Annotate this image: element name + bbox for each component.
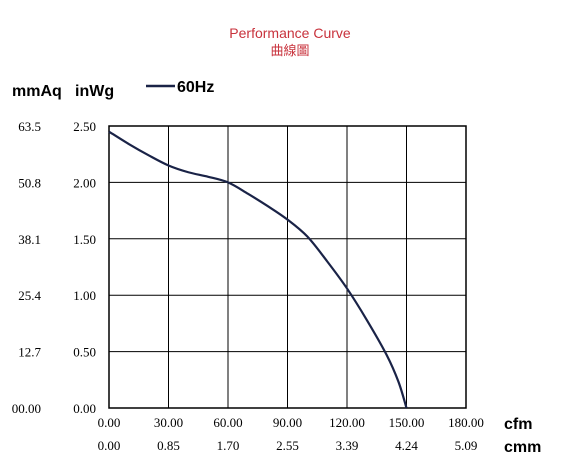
y-tick-label: 2.00 xyxy=(73,175,96,190)
x-tick-label: 60.00 xyxy=(213,415,242,430)
x-unit-secondary: cmm xyxy=(504,439,541,456)
x-tick-label-secondary: 5.09 xyxy=(455,438,478,453)
y-unit-left: mmAq xyxy=(12,83,62,100)
chart-subtitle: 曲線圖 xyxy=(270,43,309,58)
tick-labels: 0.00 30.00 60.00 90.00 120.00 150.00 180.00 0.0… xyxy=(12,119,484,453)
chart-title: Performance Curve xyxy=(229,25,351,41)
x-tick-label: 150.00 xyxy=(389,415,425,430)
y-tick-label-secondary: 50.8 xyxy=(18,175,41,190)
y-tick-label: 1.00 xyxy=(73,288,96,303)
y-tick-label-secondary: 12.7 xyxy=(18,345,41,360)
x-tick-label-secondary: 4.24 xyxy=(395,438,418,453)
x-tick-label: 120.00 xyxy=(329,415,365,430)
y-tick-label-secondary: 25.4 xyxy=(18,288,41,303)
x-tick-label-secondary: 0.85 xyxy=(157,438,180,453)
y-tick-label: 1.50 xyxy=(73,232,96,247)
y-tick-label: 0.00 xyxy=(73,401,96,416)
x-unit-primary: cfm xyxy=(504,416,532,433)
series-line-60hz xyxy=(108,130,408,409)
y-tick-label: 2.50 xyxy=(73,119,96,134)
y-tick-label-secondary: 63.5 xyxy=(18,119,41,134)
y-tick-label: 0.50 xyxy=(73,345,96,360)
y-unit-right: inWg xyxy=(75,83,114,100)
y-tick-label-secondary: 00.00 xyxy=(12,401,41,416)
x-tick-label: 0.00 xyxy=(98,415,121,430)
plot-frame xyxy=(108,125,467,409)
x-tick-label-secondary: 2.55 xyxy=(276,438,299,453)
x-tick-label: 180.00 xyxy=(448,415,484,430)
x-tick-label-secondary: 3.39 xyxy=(336,438,359,453)
x-tick-label-secondary: 1.70 xyxy=(217,438,240,453)
grid xyxy=(109,126,466,408)
x-tick-label: 30.00 xyxy=(154,415,183,430)
x-tick-label-secondary: 0.00 xyxy=(98,438,121,453)
x-tick-label: 90.00 xyxy=(273,415,302,430)
legend-label: 60Hz xyxy=(177,79,214,96)
y-tick-label-secondary: 38.1 xyxy=(18,232,41,247)
